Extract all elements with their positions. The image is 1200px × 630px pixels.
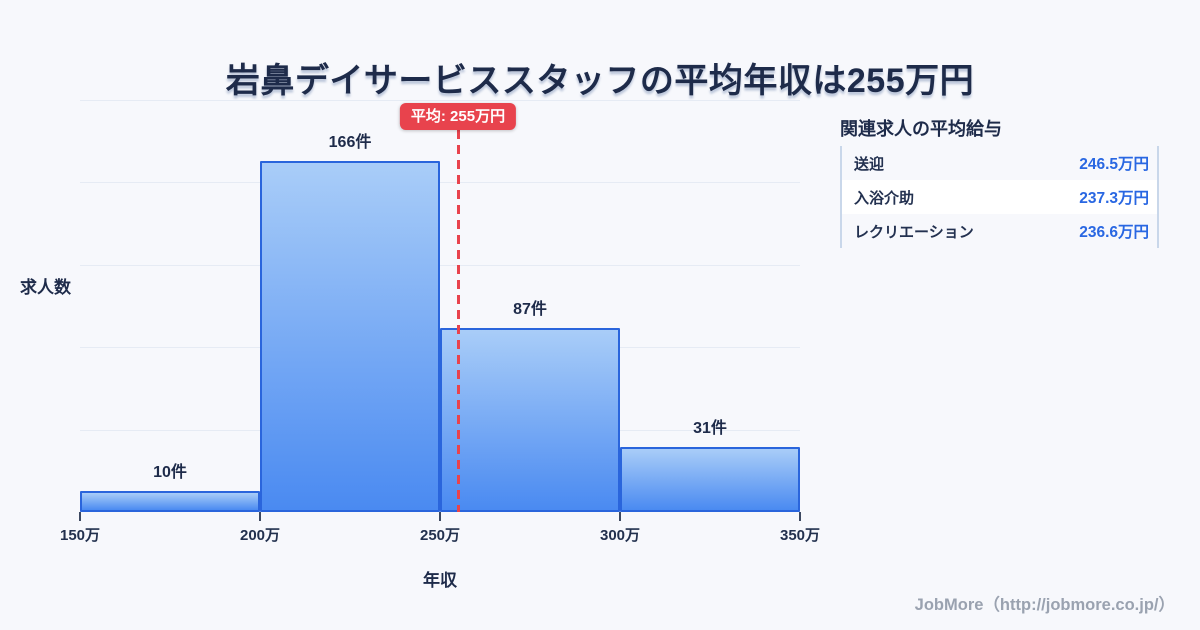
related-job-label: 入浴介助	[854, 189, 915, 207]
x-axis-tick	[619, 512, 621, 521]
related-job-row: 送迎 246.5万円	[842, 146, 1157, 180]
histogram-bar	[80, 490, 260, 512]
gridline	[80, 264, 800, 266]
x-axis-tick-label: 250万	[419, 527, 461, 544]
x-axis-tick	[259, 512, 261, 521]
average-line	[456, 130, 460, 512]
x-axis-tick-label: 150万	[59, 527, 101, 544]
related-job-label: 送迎	[854, 155, 885, 173]
y-axis-title: 求人数	[20, 278, 71, 297]
histogram-plot: 平均: 255万円 10件 166件 87件 31件 150万 200万 250万 300万 3…	[60, 100, 820, 544]
related-job-row: レクリエーション 236.6万円	[842, 214, 1157, 248]
x-axis-tick	[799, 512, 801, 521]
average-badge: 平均: 255万円	[399, 103, 517, 130]
x-axis-tick-label: 300万	[599, 527, 641, 544]
source-credit: JobMore（http://jobmore.co.jp/）	[914, 596, 1175, 614]
related-jobs-list: 送迎 246.5万円 入浴介助 237.3万円 レクリエーション 236.6万円	[840, 146, 1159, 248]
histogram-bar	[620, 446, 800, 512]
gridline	[80, 182, 800, 184]
histogram-bar	[440, 328, 620, 512]
related-job-label: レクリエーション	[854, 223, 974, 241]
gridline	[80, 100, 800, 101]
x-axis-tick	[439, 512, 441, 521]
related-job-row: 入浴介助 237.3万円	[842, 180, 1157, 214]
bar-count-label: 31件	[693, 419, 727, 437]
bar-count-label: 166件	[328, 134, 372, 152]
chart-title: 岩鼻デイサービススタッフの平均年収は255万円	[225, 61, 975, 100]
x-axis-title: 年収	[423, 571, 457, 590]
bar-count-label: 10件	[153, 463, 187, 481]
x-axis-tick-label: 350万	[779, 527, 821, 544]
x-axis-tick-label: 200万	[239, 527, 281, 544]
bar-count-label: 87件	[513, 301, 547, 319]
histogram-bar	[260, 161, 440, 512]
related-job-value: 237.3万円	[1079, 190, 1149, 207]
related-job-value: 246.5万円	[1079, 156, 1149, 173]
related-job-value: 236.6万円	[1079, 224, 1149, 241]
x-axis-tick	[79, 512, 81, 521]
related-jobs-heading: 関連求人の平均給与	[840, 118, 1002, 139]
